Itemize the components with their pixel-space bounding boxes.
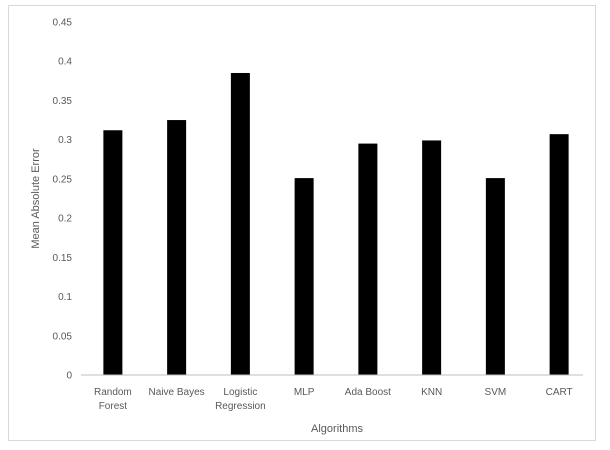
- y-tick-label: 0.15: [53, 253, 73, 264]
- x-tick-label: SVM: [485, 387, 507, 398]
- x-tick-label: Ada Boost: [345, 387, 391, 398]
- bar: [358, 143, 378, 375]
- bar: [167, 120, 187, 375]
- x-tick-label-line: Ada Boost: [345, 387, 391, 398]
- x-axis-ticks: Random Forest Naive Bayes Logistic Regressio…: [94, 387, 573, 412]
- y-tick-label: 0.4: [58, 57, 72, 68]
- bar: [485, 178, 505, 375]
- bar: [230, 72, 250, 375]
- bar: [294, 178, 314, 375]
- x-tick-label-line: KNN: [421, 387, 442, 398]
- y-tick-label: 0.45: [53, 18, 73, 29]
- x-tick-label-line: CART: [546, 387, 573, 398]
- bar: [422, 140, 442, 375]
- y-tick-label: 0.3: [58, 135, 72, 146]
- y-tick-label: 0.35: [53, 96, 73, 107]
- bar: [103, 130, 123, 375]
- y-axis-ticks: 0 0.05 0.1 0.15 0.2 0.25 0.3 0.35 0.4 0.45: [53, 18, 73, 382]
- x-tick-label: CART: [546, 387, 573, 398]
- x-tick-label: Naive Bayes: [149, 387, 205, 398]
- bar: [549, 134, 569, 375]
- bars: [103, 72, 569, 375]
- x-tick-label-line: MLP: [294, 387, 315, 398]
- y-axis-title: Mean Absolute Error: [30, 148, 42, 249]
- x-tick-label-line: SVM: [485, 387, 507, 398]
- x-tick-label-line: Naive Bayes: [149, 387, 205, 398]
- x-tick-label-line: Logistic: [223, 387, 257, 398]
- y-tick-label: 0.2: [58, 214, 72, 225]
- x-tick-label-line: Random: [94, 387, 132, 398]
- y-tick-label: 0.25: [53, 174, 73, 185]
- x-axis-title: Algorithms: [311, 423, 363, 435]
- y-tick-label: 0: [66, 371, 72, 382]
- x-tick-label: Logistic Regression: [215, 387, 266, 412]
- x-tick-label: Random Forest: [94, 387, 132, 412]
- y-tick-label: 0.05: [53, 331, 73, 342]
- x-tick-label-line: Regression: [215, 401, 266, 412]
- y-tick-label: 0.1: [58, 292, 72, 303]
- x-tick-label: MLP: [294, 387, 315, 398]
- x-tick-label: KNN: [421, 387, 442, 398]
- x-tick-label-line: Forest: [99, 401, 128, 412]
